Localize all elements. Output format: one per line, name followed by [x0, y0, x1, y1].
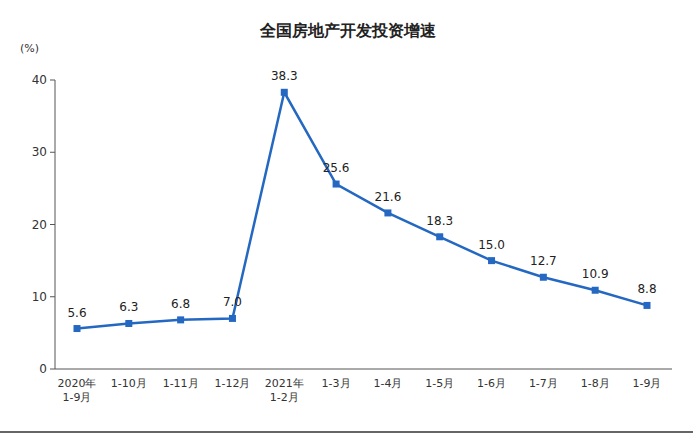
x-axis-line: [55, 369, 672, 370]
data-label: 15.0: [478, 238, 505, 252]
data-label: 18.3: [426, 214, 453, 228]
y-tick: [50, 80, 55, 81]
x-tick-label: 1-12月: [214, 377, 250, 390]
data-label: 10.9: [582, 267, 609, 281]
data-label: 38.3: [271, 69, 298, 83]
marker: [333, 181, 340, 188]
marker: [540, 274, 547, 281]
x-tick-label: 1-11月: [163, 377, 199, 390]
marker: [74, 325, 81, 332]
x-tick-label: 1-9月: [633, 377, 662, 390]
x-tick-label-line: 1-9月: [63, 391, 92, 404]
y-tick: [50, 152, 55, 153]
plot-area: [74, 89, 651, 332]
marker: [229, 315, 236, 322]
x-tick-label-line: 1-11月: [163, 377, 199, 390]
x-tick-label-line: 1-3月: [322, 377, 351, 390]
marker: [592, 287, 599, 294]
marker: [436, 233, 443, 240]
marker: [125, 320, 132, 327]
x-tick-label: 1-7月: [529, 377, 558, 390]
x-tick-label-line: 2021年: [265, 377, 304, 390]
y-tick-label: 30: [32, 145, 47, 159]
x-tick-label-line: 1-7月: [529, 377, 558, 390]
x-tick-label: 1-8月: [581, 377, 610, 390]
y-tick-label: 20: [32, 218, 47, 232]
data-label: 5.6: [67, 306, 86, 320]
x-tick-label-line: 2020年: [58, 377, 97, 390]
x-tick-label: 1-6月: [477, 377, 506, 390]
x-tick-label: 1-5月: [425, 377, 454, 390]
x-tick-label-line: 1-5月: [425, 377, 454, 390]
x-tick-label: 1-4月: [373, 377, 402, 390]
x-tick-label: 1-10月: [111, 377, 147, 390]
x-tick-label: 2020年1-9月: [58, 377, 97, 404]
data-label: 21.6: [375, 190, 402, 204]
x-tick-label-line: 1-6月: [477, 377, 506, 390]
x-tick-label-line: 1-12月: [214, 377, 250, 390]
x-tick-label-line: 1-2月: [270, 391, 299, 404]
y-tick: [50, 224, 55, 225]
data-label: 6.8: [171, 297, 190, 311]
chart-title: 全国房地产开发投资增速: [259, 21, 437, 40]
x-tick-label: 1-3月: [322, 377, 351, 390]
y-tick: [50, 296, 55, 297]
x-tick-label: 2021年1-2月: [265, 377, 304, 404]
marker: [644, 302, 651, 309]
data-label: 7.0: [223, 295, 242, 309]
y-tick-label: 40: [32, 73, 47, 87]
y-axis-label: (%): [20, 42, 39, 55]
marker: [384, 209, 391, 216]
y-tick-label: 10: [32, 290, 47, 304]
marker: [281, 89, 288, 96]
data-label: 8.8: [637, 282, 656, 296]
x-tick-label-line: 1-10月: [111, 377, 147, 390]
data-label: 6.3: [119, 300, 138, 314]
x-tick-label-line: 1-8月: [581, 377, 610, 390]
line: [77, 92, 647, 328]
data-label: 25.6: [323, 161, 350, 175]
marker: [488, 257, 495, 264]
page-border: [0, 431, 693, 433]
y-tick: [50, 369, 55, 370]
y-tick-label: 0: [39, 362, 47, 376]
x-tick-label-line: 1-4月: [373, 377, 402, 390]
marker: [177, 316, 184, 323]
data-label: 12.7: [530, 254, 557, 268]
x-tick-label-line: 1-9月: [633, 377, 662, 390]
